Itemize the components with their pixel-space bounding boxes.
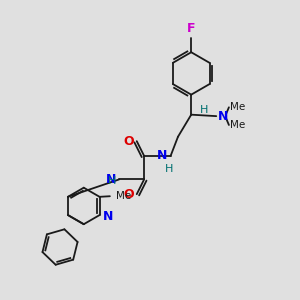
Text: N: N — [218, 110, 228, 123]
Text: Me: Me — [230, 102, 245, 112]
Text: F: F — [187, 22, 196, 35]
Text: Me: Me — [230, 120, 245, 130]
Text: O: O — [123, 188, 134, 201]
Text: N: N — [106, 173, 117, 186]
Text: Me: Me — [116, 191, 131, 201]
Text: N: N — [103, 210, 113, 223]
Text: O: O — [123, 135, 134, 148]
Text: N: N — [157, 149, 167, 162]
Text: H: H — [165, 164, 174, 174]
Text: H: H — [200, 105, 208, 115]
Text: H: H — [107, 176, 116, 186]
